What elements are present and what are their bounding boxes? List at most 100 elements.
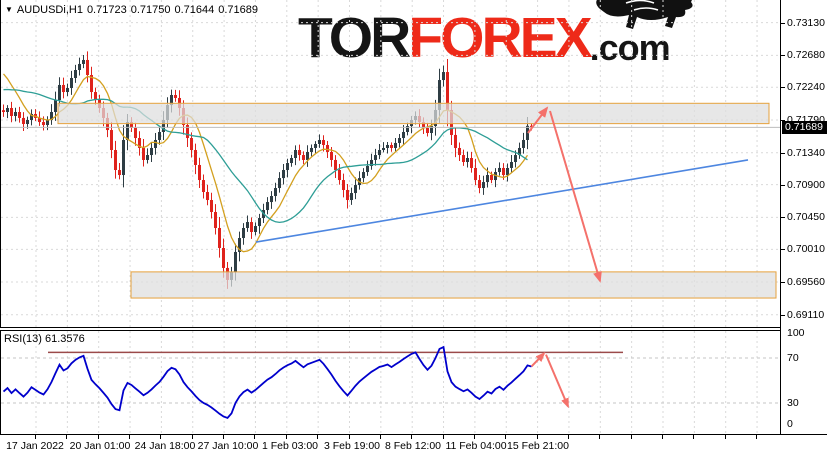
candle-body <box>330 151 333 160</box>
price-axis[interactable]: 0.731300.726800.722400.717900.713400.709… <box>780 0 827 434</box>
candle-body <box>278 178 281 189</box>
candle-body <box>334 159 337 170</box>
time-axis[interactable]: 17 Jan 2022 20 Jan 01:00 24 Jan 18:00 27 Ja… <box>0 434 827 455</box>
ascending-trendline[interactable] <box>255 159 749 243</box>
candle-body <box>518 147 521 156</box>
price-tick-label: 0.70900 <box>787 178 825 191</box>
candle-body <box>398 138 401 143</box>
candle-body <box>354 185 357 194</box>
chart-title-low: 0.71644 <box>174 4 215 16</box>
candle-body <box>134 127 137 139</box>
candle-body <box>522 139 525 148</box>
candle-body <box>254 226 257 232</box>
candle-body <box>70 77 73 89</box>
time-tick-mark <box>35 435 36 439</box>
forecast-arrow-down[interactable] <box>549 110 602 283</box>
chart-title-open: 0.71723 <box>86 4 127 16</box>
candle-body <box>394 142 397 148</box>
main-chart-canvas[interactable] <box>1 0 781 327</box>
time-tick-label: 15 Feb 21:00 <box>507 440 569 452</box>
price-tick-mark <box>781 314 785 316</box>
candle-body <box>498 167 501 173</box>
candle-body <box>378 150 381 156</box>
price-tick-mark <box>781 184 785 186</box>
main-gridlines <box>1 0 781 327</box>
time-tick-mark <box>693 435 695 439</box>
chart-title: ▼ AUDUSDi,H1 0.71723 0.71750 0.71644 0.7… <box>5 4 258 16</box>
price-tick-mark <box>781 55 785 57</box>
ma-slow-line <box>3 88 528 224</box>
candle-body <box>94 92 97 101</box>
time-tick-mark <box>160 435 162 439</box>
main-chart-panel[interactable]: TOR FOREX .com ▼ AUDUSDi,H1 0.71723 0.7175… <box>0 0 781 327</box>
candle-body <box>14 112 17 117</box>
candle-body <box>270 196 273 203</box>
candle-body <box>82 59 85 64</box>
price-tick-mark <box>781 152 785 154</box>
candle-body <box>462 155 465 163</box>
candle-body <box>10 108 13 117</box>
candle-body <box>470 158 473 168</box>
candle-body <box>478 180 481 189</box>
rsi-forecast-arrow-down[interactable] <box>545 354 569 409</box>
candle-body <box>442 72 445 81</box>
price-tick-label: 0.72240 <box>787 81 825 94</box>
torforex-logo[interactable]: TOR FOREX .com <box>298 0 693 70</box>
price-tick-mark <box>781 217 785 219</box>
candle-body <box>486 175 489 183</box>
candle-body <box>30 113 33 120</box>
time-tick-mark <box>191 435 193 439</box>
time-tick-mark <box>254 435 256 439</box>
forecast-arrow-up[interactable] <box>527 106 549 134</box>
rsi-panel[interactable] <box>0 331 781 435</box>
chart-title-high: 0.71750 <box>130 4 171 16</box>
candle-body <box>74 70 77 78</box>
candle-body <box>406 126 409 132</box>
rsi-scale-label: 100 <box>787 327 805 339</box>
candle-body <box>294 150 297 159</box>
candle-body <box>206 192 209 201</box>
support-zone[interactable] <box>130 271 777 299</box>
candle-body <box>314 143 317 148</box>
logo-text-tor: TOR <box>298 6 411 70</box>
candle-body <box>282 169 285 179</box>
chevron-down-icon[interactable]: ▼ <box>5 5 13 14</box>
candle-body <box>458 147 461 156</box>
panel-separator[interactable] <box>0 327 780 331</box>
candle-body <box>2 110 5 113</box>
candle-body <box>362 172 365 179</box>
candle-body <box>514 155 517 163</box>
candle-body <box>190 138 193 151</box>
candle-body <box>6 108 9 113</box>
rsi-forecast-arrow-up[interactable] <box>530 352 546 368</box>
candle-body <box>186 125 189 139</box>
candle-body <box>290 158 293 164</box>
candle-body <box>110 130 113 151</box>
time-tick-mark <box>599 435 601 439</box>
time-tick-label: 8 Feb 12:00 <box>384 440 442 452</box>
candle-body <box>122 139 125 176</box>
candle-body <box>250 222 253 232</box>
price-tick-mark <box>781 282 785 284</box>
logo-text-com: .com <box>589 27 671 68</box>
resistance-zone[interactable] <box>57 102 770 125</box>
current-price-tag: 0.71689 <box>782 120 827 134</box>
time-tick-mark <box>223 435 225 439</box>
candle-body <box>346 189 349 201</box>
time-tick-mark <box>630 435 632 439</box>
bull-logo-icon <box>595 0 693 29</box>
time-tick-mark <box>317 435 319 439</box>
candle-body <box>114 150 117 170</box>
candle-body <box>50 112 53 120</box>
rsi-chart-canvas[interactable] <box>1 331 781 434</box>
candle-body <box>382 147 385 151</box>
time-tick-mark <box>411 435 413 439</box>
time-tick-mark <box>66 435 68 439</box>
candle-body <box>366 166 369 173</box>
time-tick-mark <box>348 435 350 439</box>
candle-body <box>42 122 45 126</box>
candle-body <box>86 59 89 76</box>
candle-body <box>38 117 41 123</box>
candle-body <box>446 72 449 110</box>
